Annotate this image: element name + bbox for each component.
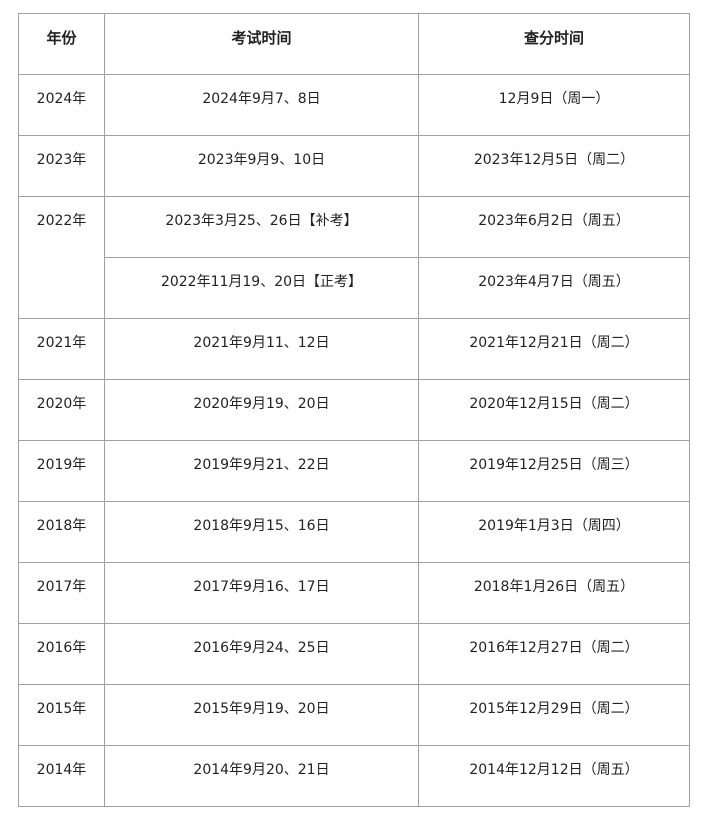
exam-time-cell-text: 2023年3月25、26日【补考】 [165,213,358,229]
table-row: 2023年 2023年9月9、10日 2023年12月5日（周二） [18,135,690,197]
score-time-cell-text: 2023年6月2日（周五） [478,213,630,229]
score-time-cell: 2019年12月25日（周三） [418,440,690,502]
score-time-cell-text: 2023年12月5日（周二） [473,152,635,168]
year-cell: 2021年 [18,318,105,380]
score-time-cell: 2023年12月5日（周二） [418,135,690,197]
exam-time-cell: 2023年3月25、26日【补考】 [104,196,419,258]
table-row: 2021年 2021年9月11、12日 2021年12月21日（周二） [18,318,690,380]
exam-time-cell-text: 2017年9月16、17日 [193,579,330,595]
table-row: 2019年 2019年9月21、22日 2019年12月25日（周三） [18,440,690,502]
score-time-cell: 2018年1月26日（周五） [418,562,690,624]
score-time-cell-text: 2019年12月25日（周三） [469,457,639,473]
score-time-cell-text: 2015年12月29日（周二） [469,701,639,717]
year-cell-text: 2021年 [36,335,87,351]
score-time-cell-text: 12月9日（周一） [498,91,610,107]
table-row: 2016年 2016年9月24、25日 2016年12月27日（周二） [18,623,690,685]
year-cell: 2019年 [18,440,105,502]
exam-time-cell-text: 2023年9月9、10日 [197,152,326,168]
year-cell: 2020年 [18,379,105,441]
exam-time-cell-text: 2018年9月15、16日 [193,518,330,534]
year-cell: 2017年 [18,562,105,624]
score-time-cell: 2015年12月29日（周二） [418,684,690,746]
year-cell: 2023年 [18,135,105,197]
score-time-cell: 2014年12月12日（周五） [418,745,690,807]
exam-time-cell: 2023年9月9、10日 [104,135,419,197]
header-exam-time-label: 考试时间 [231,29,292,47]
score-time-cell-text: 2023年4月7日（周五） [478,274,630,290]
year-cell-text: 2017年 [36,579,87,595]
score-time-cell: 2023年6月2日（周五） [418,196,690,258]
exam-time-cell-text: 2024年9月7、8日 [202,91,321,107]
score-time-cell: 2023年4月7日（周五） [418,257,690,319]
exam-time-cell-text: 2015年9月19、20日 [193,701,330,717]
year-cell-text: 2023年 [36,152,87,168]
year-cell: 2015年 [18,684,105,746]
table-row: 2022年 2023年3月25、26日【补考】 2023年6月2日（周五） [18,196,690,319]
exam-time-cell-text: 2014年9月20、21日 [193,762,330,778]
table-row: 2014年 2014年9月20、21日 2014年12月12日（周五） [18,745,690,807]
score-time-cell-text: 2018年1月26日（周五） [473,579,635,595]
year-cell-text: 2015年 [36,701,87,717]
exam-time-cell: 2021年9月11、12日 [104,318,419,380]
year-cell: 2016年 [18,623,105,685]
year-cell-text: 2014年 [36,762,87,778]
header-year-label: 年份 [46,29,77,47]
header-row: 年份 考试时间 查分时间 [18,13,690,75]
year-cell: 2024年 [18,74,105,136]
exam-time-cell: 2017年9月16、17日 [104,562,419,624]
score-time-cell-text: 2020年12月15日（周二） [469,396,639,412]
header-score-time-label: 查分时间 [523,29,584,47]
year-cell-text: 2019年 [36,457,87,473]
score-time-cell: 2021年12月21日（周二） [418,318,690,380]
header-year: 年份 [18,13,105,75]
year-cell-text: 2016年 [36,640,87,656]
table-row: 2018年 2018年9月15、16日 2019年1月3日（周四） [18,501,690,563]
exam-time-cell: 2014年9月20、21日 [104,745,419,807]
score-time-cell: 12月9日（周一） [418,74,690,136]
score-time-cell-text: 2016年12月27日（周二） [469,640,639,656]
score-time-cell: 2020年12月15日（周二） [418,379,690,441]
exam-time-cell: 2020年9月19、20日 [104,379,419,441]
exam-time-cell-text: 2020年9月19、20日 [193,396,330,412]
score-time-cell: 2019年1月3日（周四） [418,501,690,563]
exam-time-cell: 2024年9月7、8日 [104,74,419,136]
year-cell-text: 2020年 [36,396,87,412]
score-time-cell-text: 2021年12月21日（周二） [469,335,639,351]
year-cell: 2018年 [18,501,105,563]
table-row: 2015年 2015年9月19、20日 2015年12月29日（周二） [18,684,690,746]
table-row: 2024年 2024年9月7、8日 12月9日（周一） [18,74,690,136]
table-row: 2017年 2017年9月16、17日 2018年1月26日（周五） [18,562,690,624]
exam-time-cell: 2019年9月21、22日 [104,440,419,502]
year-cell: 2014年 [18,745,105,807]
exam-time-cell-text: 2019年9月21、22日 [193,457,330,473]
score-time-cell-text: 2014年12月12日（周五） [469,762,639,778]
year-cell-text: 2022年 [36,213,87,229]
exam-time-cell: 2015年9月19、20日 [104,684,419,746]
exam-time-cell-text: 2021年9月11、12日 [193,335,330,351]
exam-time-cell-text: 2016年9月24、25日 [193,640,330,656]
year-cell: 2022年 [18,196,105,319]
exam-time-cell: 2022年11月19、20日【正考】 [104,257,419,319]
table-row: 2022年11月19、20日【正考】 2023年4月7日（周五） [19,257,690,319]
exam-time-cell: 2016年9月24、25日 [104,623,419,685]
table-row: 2020年 2020年9月19、20日 2020年12月15日（周二） [18,379,690,441]
year-cell-text: 2024年 [36,91,87,107]
exam-schedule-table: 年份 考试时间 查分时间 2024年 2024年9月7、8日 12月9日（周一） 20… [18,13,690,807]
header-exam-time: 考试时间 [104,13,419,75]
score-time-cell: 2016年12月27日（周二） [418,623,690,685]
exam-time-cell: 2018年9月15、16日 [104,501,419,563]
score-time-cell-text: 2019年1月3日（周四） [478,518,630,534]
year-cell-text: 2018年 [36,518,87,534]
exam-time-cell-text: 2022年11月19、20日【正考】 [160,274,363,290]
header-score-time: 查分时间 [418,13,690,75]
